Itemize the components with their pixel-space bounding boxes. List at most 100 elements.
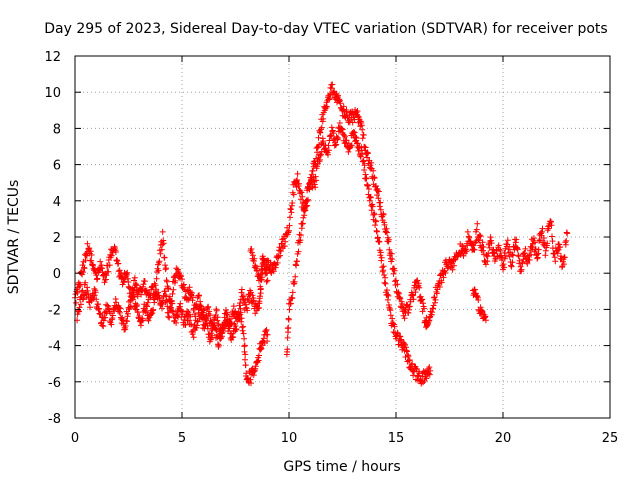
- data-point: [406, 303, 413, 310]
- data-point: [257, 276, 264, 283]
- data-point: [294, 258, 301, 265]
- data-point: [549, 238, 556, 245]
- data-point: [93, 296, 100, 303]
- x-tick-label: 25: [602, 431, 619, 446]
- data-point: [375, 188, 382, 195]
- data-point: [163, 265, 170, 272]
- y-axis-title: SDTVAR / TECUs: [6, 180, 22, 295]
- x-tick-label: 15: [388, 431, 405, 446]
- data-point: [150, 306, 157, 313]
- data-point: [91, 285, 98, 292]
- data-point: [364, 154, 370, 161]
- data-point: [117, 305, 124, 312]
- data-point: [335, 135, 341, 141]
- data-point: [108, 252, 115, 259]
- data-point: [289, 295, 296, 302]
- data-point: [297, 196, 304, 203]
- data-point: [350, 128, 357, 135]
- data-point: [153, 286, 160, 293]
- data-point: [294, 177, 301, 183]
- data-point: [303, 197, 310, 204]
- data-point: [373, 218, 379, 225]
- data-point: [320, 115, 327, 122]
- data-point: [217, 335, 224, 342]
- data-point: [431, 294, 438, 301]
- data-point: [536, 238, 543, 244]
- data-point: [141, 278, 148, 285]
- data-point: [135, 309, 141, 316]
- y-tick-label: 0: [53, 267, 61, 282]
- data-point: [508, 262, 515, 269]
- grid-layer: [75, 56, 610, 418]
- data-point: [285, 324, 292, 331]
- data-point: [359, 150, 366, 157]
- data-point: [501, 255, 508, 262]
- data-point: [115, 260, 122, 267]
- data-point: [143, 309, 150, 316]
- data-point: [561, 254, 568, 261]
- data-point: [501, 264, 507, 271]
- data-point: [179, 309, 186, 315]
- data-point: [471, 246, 478, 253]
- data-point: [414, 277, 421, 284]
- data-point: [132, 281, 139, 287]
- data-point: [360, 132, 367, 138]
- y-tick-label: 8: [53, 122, 61, 137]
- data-point: [88, 257, 95, 264]
- data-point: [239, 293, 246, 300]
- data-point: [225, 325, 232, 332]
- data-point: [161, 254, 168, 261]
- data-point: [159, 241, 166, 248]
- data-point: [391, 267, 398, 274]
- data-point: [530, 235, 537, 242]
- data-point: [430, 302, 437, 309]
- data-point: [264, 331, 271, 338]
- data-point: [374, 228, 380, 235]
- data-point: [112, 249, 119, 255]
- data-point: [380, 263, 387, 270]
- data-point: [403, 348, 410, 355]
- data-point: [509, 251, 515, 258]
- data-point: [480, 244, 487, 250]
- data-point: [81, 265, 88, 272]
- data-point: [102, 314, 109, 321]
- data-point: [73, 299, 79, 306]
- data-point: [526, 257, 533, 263]
- data-point: [196, 292, 203, 299]
- data-point: [289, 200, 296, 206]
- data-point: [169, 300, 176, 307]
- data-point: [179, 276, 185, 283]
- data-point: [427, 367, 434, 374]
- data-point: [389, 256, 396, 263]
- data-point: [161, 288, 168, 295]
- data-point: [156, 258, 163, 265]
- data-point: [378, 254, 385, 261]
- data-point: [145, 317, 152, 324]
- data-point: [476, 232, 483, 239]
- data-point: [213, 307, 220, 314]
- data-point: [312, 184, 319, 191]
- data-point: [360, 157, 367, 164]
- data-point: [340, 103, 347, 110]
- data-point: [205, 303, 212, 310]
- x-tick-label: 10: [281, 431, 298, 446]
- data-point: [515, 253, 522, 260]
- data-point: [131, 274, 138, 281]
- data-point: [364, 150, 371, 157]
- data-point: [238, 286, 245, 293]
- x-tick-label: 20: [495, 431, 512, 446]
- data-point: [155, 267, 162, 274]
- data-point: [336, 120, 343, 126]
- data-point: [325, 151, 331, 158]
- data-point: [524, 260, 531, 267]
- data-point: [240, 330, 247, 337]
- data-point: [248, 380, 254, 387]
- data-point: [238, 315, 245, 322]
- data-point: [421, 305, 428, 312]
- data-point: [367, 194, 374, 201]
- data-point: [544, 240, 551, 247]
- data-point: [357, 153, 364, 160]
- data-point: [532, 246, 539, 252]
- data-point: [160, 240, 167, 247]
